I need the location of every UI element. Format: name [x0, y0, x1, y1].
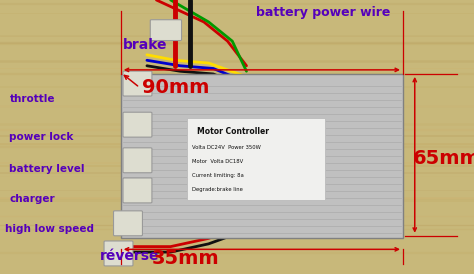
FancyBboxPatch shape — [150, 20, 182, 41]
FancyBboxPatch shape — [104, 241, 133, 266]
Text: high low speed: high low speed — [5, 224, 94, 234]
Bar — [121, 74, 403, 238]
Text: battery level: battery level — [9, 164, 85, 173]
Text: brake: brake — [123, 38, 168, 52]
Text: Volta DC24V  Power 350W: Volta DC24V Power 350W — [192, 145, 261, 150]
Text: Motor  Volta DC18V: Motor Volta DC18V — [192, 159, 243, 164]
Bar — [187, 118, 325, 200]
Text: power lock: power lock — [9, 132, 74, 142]
Text: réverse: réverse — [100, 249, 159, 263]
Text: 65mm: 65mm — [412, 149, 474, 169]
FancyBboxPatch shape — [123, 112, 152, 137]
Text: battery power wire: battery power wire — [256, 6, 390, 19]
Text: throttle: throttle — [9, 94, 55, 104]
FancyBboxPatch shape — [123, 71, 152, 96]
FancyBboxPatch shape — [123, 148, 152, 173]
Text: 35mm: 35mm — [152, 249, 219, 269]
Text: Motor Controller: Motor Controller — [197, 127, 269, 136]
Text: Degrade:brake line: Degrade:brake line — [192, 187, 243, 192]
FancyBboxPatch shape — [114, 211, 142, 236]
Text: 90mm: 90mm — [142, 78, 210, 97]
Text: charger: charger — [9, 194, 55, 204]
FancyBboxPatch shape — [123, 178, 152, 203]
Text: Current limiting: 8a: Current limiting: 8a — [192, 173, 244, 178]
